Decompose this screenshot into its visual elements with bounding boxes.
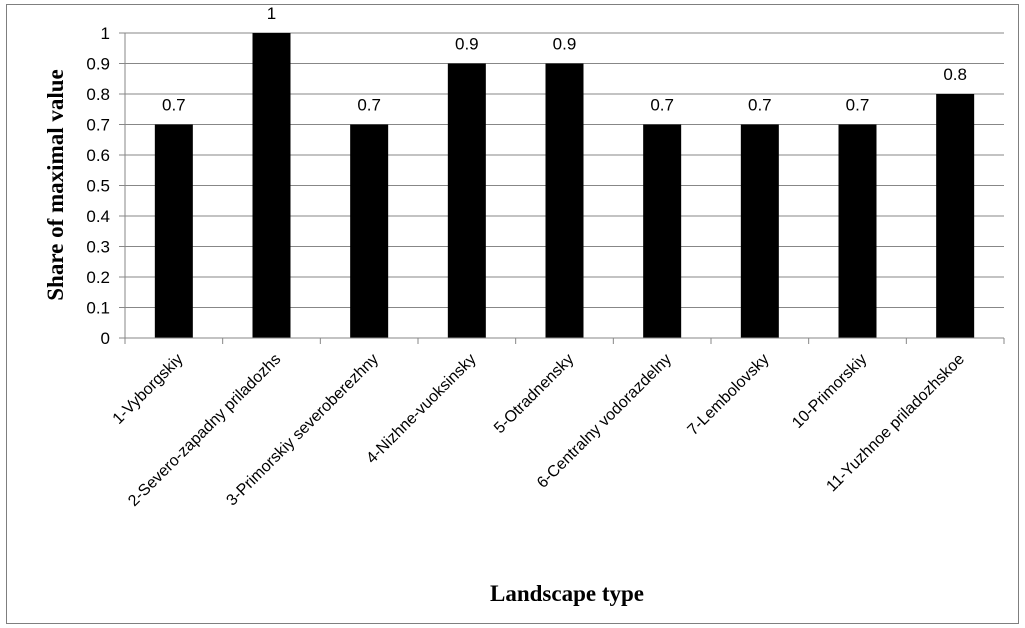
data-label: 0.7 — [748, 96, 772, 115]
y-tick-label: 0.3 — [86, 238, 110, 257]
y-tick-label: 1 — [101, 24, 110, 43]
bars — [154, 33, 975, 338]
bar — [643, 124, 682, 338]
y-tick-label: 0.4 — [86, 207, 110, 226]
data-label: 0.7 — [162, 96, 186, 115]
x-category-label: 1-Vyborgskiy — [110, 351, 187, 428]
bar — [740, 124, 779, 338]
data-label: 1 — [267, 4, 276, 23]
y-tick-label: 0.2 — [86, 268, 110, 287]
bar — [154, 124, 193, 338]
bar — [447, 63, 486, 338]
bar — [838, 124, 877, 338]
x-category-label: 10-Primorskiy — [789, 351, 870, 432]
data-label: 0.8 — [943, 65, 967, 84]
x-axis-title: Landscape type — [490, 581, 644, 606]
y-tick-label: 0 — [101, 329, 110, 348]
x-category-label: 2-Severo-zapadny priladozhs — [125, 351, 284, 510]
x-category-label: 5-Otradnensky — [491, 351, 577, 437]
axes — [119, 32, 1005, 344]
y-axis-title: Share of maximal value — [43, 69, 68, 300]
y-tick-label: 0.9 — [86, 55, 110, 74]
bar — [252, 33, 291, 338]
x-category-label: 4-Nizhne-vuoksinsky — [363, 351, 479, 467]
y-tick-label: 0.5 — [86, 177, 110, 196]
data-labels: 0.7 1 0.7 0.9 0.9 0.7 0.7 0.7 0.8 — [162, 4, 967, 115]
data-label: 0.7 — [357, 96, 381, 115]
bar — [545, 63, 584, 338]
bar — [936, 94, 975, 338]
bar — [350, 124, 389, 338]
x-category-label: 7-Lembolovsky — [685, 351, 773, 439]
y-tick-label: 0.8 — [86, 85, 110, 104]
data-label: 0.9 — [553, 35, 577, 54]
y-tick-label: 0.7 — [86, 116, 110, 135]
data-label: 0.7 — [650, 96, 674, 115]
data-label: 0.9 — [455, 35, 479, 54]
data-label: 0.7 — [846, 96, 870, 115]
y-tick-label: 0.6 — [86, 146, 110, 165]
y-tick-label: 0.1 — [86, 299, 110, 318]
y-tick-labels: 0 0.1 0.2 0.3 0.4 0.5 0.6 0.7 0.8 0.9 1 — [86, 24, 110, 348]
